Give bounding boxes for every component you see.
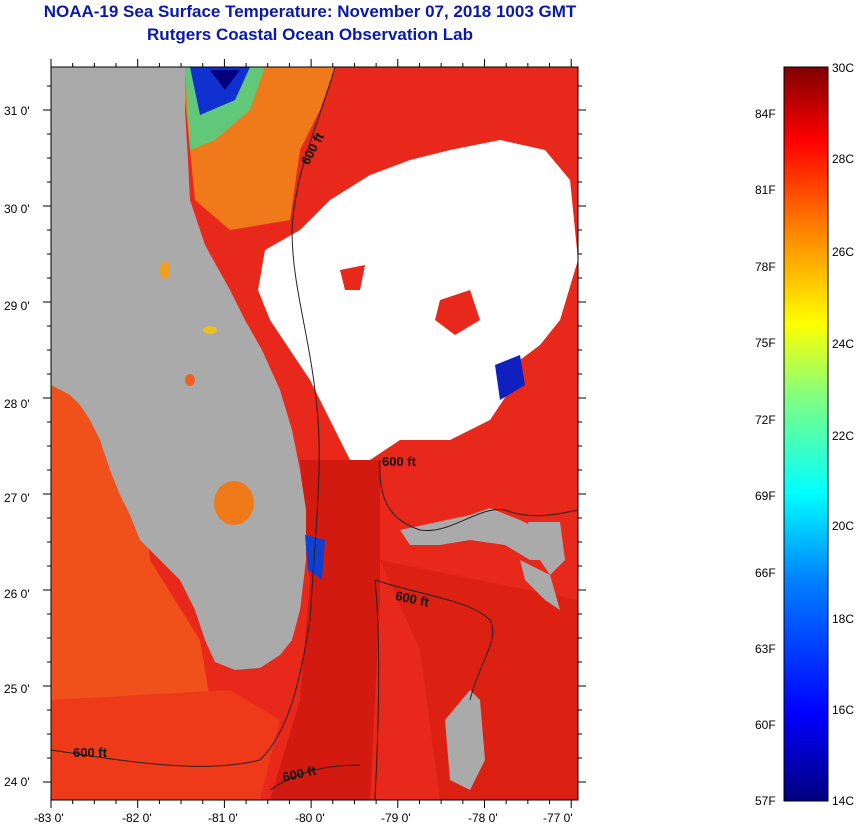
colorbar-celsius-labels: 30C 28C 26C 24C 22C 20C 18C 16C 14C: [832, 61, 854, 808]
cb-fahrenheit-label: 84F: [755, 107, 776, 121]
chart-subtitle: Rutgers Coastal Ocean Observation Lab: [147, 25, 473, 44]
lat-tick-label: 31 0': [4, 104, 30, 118]
gulf-stream: [270, 460, 380, 800]
cb-celsius-label: 18C: [832, 612, 854, 626]
colorbar-fahrenheit-labels: 84F 81F 78F 75F 72F 69F 66F 63F 60F 57F: [755, 107, 776, 808]
bahamas-water: [380, 560, 578, 800]
lon-tick-label: -80 0': [295, 811, 325, 825]
keys-water: [51, 690, 280, 800]
lat-tick-label: 28 0': [4, 397, 30, 411]
cb-fahrenheit-label: 66F: [755, 566, 776, 580]
gulf-orange: [51, 380, 210, 720]
inland-lake: [185, 374, 195, 386]
contour-label: 600 ft: [394, 588, 431, 610]
lon-tick-label: -82 0': [122, 811, 152, 825]
coldest-patch: [190, 67, 250, 115]
andros-island: [445, 690, 485, 790]
cb-fahrenheit-label: 60F: [755, 718, 776, 732]
lon-tick-label: -78 0': [468, 811, 498, 825]
cb-fahrenheit-label: 57F: [755, 794, 776, 808]
lat-tick-label: 30 0': [4, 202, 30, 216]
lat-tick-label: 29 0': [4, 299, 30, 313]
lat-tick-label: 26 0': [4, 587, 30, 601]
eleuthera: [520, 560, 560, 610]
contour-600ft-channel: [374, 579, 380, 800]
cb-celsius-label: 20C: [832, 519, 854, 533]
cb-celsius-label: 30C: [832, 61, 854, 75]
contour-label: 600 ft: [73, 745, 108, 760]
cb-fahrenheit-label: 63F: [755, 642, 776, 656]
cold-spot: [305, 535, 325, 580]
lon-axis: -83 0' -82 0' -81 0' -80 0' -79 0' -78 0…: [34, 811, 573, 825]
contour-600ft-ngb: [379, 459, 578, 532]
lat-tick-label: 27 0': [4, 491, 30, 505]
contour-600ft-south: [269, 764, 361, 791]
map-area: [51, 67, 578, 800]
lon-tick-label: -81 0': [208, 811, 238, 825]
cb-celsius-label: 24C: [832, 337, 854, 351]
cb-fahrenheit-label: 69F: [755, 489, 776, 503]
contour-label: 600 ft: [382, 454, 417, 469]
cb-celsius-label: 14C: [832, 794, 854, 808]
abaco-island: [528, 522, 565, 575]
cb-celsius-label: 28C: [832, 152, 854, 166]
map-frame: [50, 66, 579, 801]
lake-okeechobee: [214, 481, 254, 525]
cb-celsius-label: 22C: [832, 429, 854, 443]
cb-fahrenheit-label: 75F: [755, 336, 776, 350]
chart-title: NOAA-19 Sea Surface Temperature: Novembe…: [43, 2, 577, 21]
cloud-gap: [340, 265, 365, 290]
coldest-core: [210, 70, 240, 90]
cb-fahrenheit-label: 72F: [755, 413, 776, 427]
contour-600ft-bahamas: [374, 579, 494, 701]
lon-tick-label: -83 0': [34, 811, 64, 825]
lat-tick-label: 24 0': [4, 775, 30, 789]
lat-tick-label: 25 0': [4, 682, 30, 696]
lon-tick-label: -77 0': [543, 811, 573, 825]
inland-lake: [203, 326, 217, 334]
lat-axis: 31 0' 30 0' 29 0' 28 0' 27 0' 26 0' 25 0…: [4, 104, 30, 789]
cb-fahrenheit-label: 78F: [755, 260, 776, 274]
cb-celsius-label: 16C: [832, 703, 854, 717]
inland-lake: [160, 261, 170, 279]
cb-fahrenheit-label: 81F: [755, 183, 776, 197]
cb-celsius-label: 26C: [832, 245, 854, 259]
map-ticks: [43, 59, 586, 808]
contour-600ft-west: [51, 67, 336, 767]
contour-label: 600 ft: [281, 763, 318, 785]
lon-tick-label: -79 0': [381, 811, 411, 825]
cloud-gap: [435, 290, 480, 335]
grand-bahama: [400, 508, 545, 560]
colorbar: [783, 66, 829, 802]
cold-spot: [495, 355, 525, 400]
